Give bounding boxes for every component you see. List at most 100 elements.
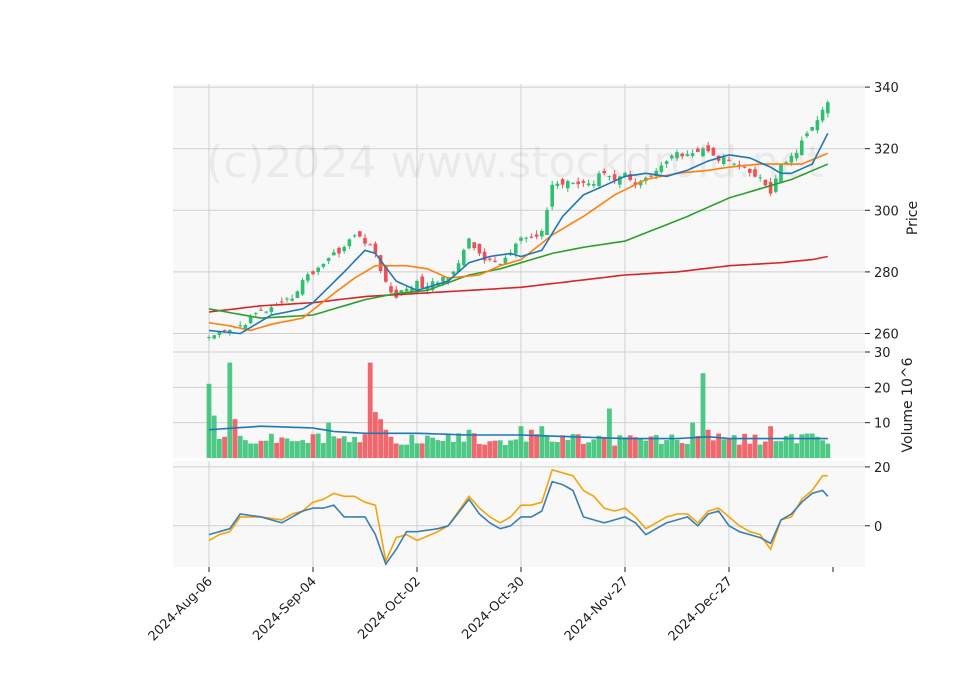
candle-body xyxy=(566,181,570,189)
candle-body xyxy=(337,247,341,254)
volume-y-axis-label: Volume 10^6 xyxy=(900,357,916,452)
volume-bar xyxy=(549,441,555,458)
candle-body xyxy=(649,175,653,177)
candle-body xyxy=(269,307,274,313)
volume-bar xyxy=(305,442,311,458)
candle-body xyxy=(404,288,409,292)
volume-bar xyxy=(206,383,212,458)
volume-y-tick-label: 30 xyxy=(874,346,891,361)
candle-body xyxy=(597,173,601,187)
candle-body xyxy=(378,255,383,272)
oscillator-panel-background xyxy=(173,461,865,567)
candle-body xyxy=(347,239,352,247)
candle-body xyxy=(295,291,300,298)
candle-body xyxy=(519,237,523,241)
volume-bar xyxy=(539,426,545,458)
volume-bar xyxy=(237,435,243,458)
price-y-tick-label: 300 xyxy=(874,204,899,219)
volume-bar xyxy=(742,433,747,458)
candle-body xyxy=(826,102,830,114)
candle-body xyxy=(420,276,424,288)
candle-body xyxy=(472,242,476,249)
volume-bar xyxy=(331,436,337,458)
candle-body xyxy=(415,280,419,293)
volume-bar xyxy=(804,433,810,458)
volume-bar xyxy=(773,441,779,458)
candle-body xyxy=(207,337,211,339)
candle-body xyxy=(550,184,554,207)
volume-bar xyxy=(399,444,404,458)
candle-body xyxy=(493,260,497,262)
volume-bar xyxy=(274,442,279,458)
volume-bar xyxy=(310,434,316,458)
candle-body xyxy=(425,286,430,291)
candle-body xyxy=(685,154,690,156)
candle-body xyxy=(664,161,669,164)
volume-bar xyxy=(679,443,685,458)
volume-y-axis: 10 20 30 xyxy=(865,346,891,432)
candle-body xyxy=(300,280,305,295)
oscillator-line-a xyxy=(208,468,828,564)
candle-body xyxy=(612,174,617,181)
volume-bar xyxy=(414,443,420,458)
candle-body xyxy=(654,170,658,177)
candle-body xyxy=(363,237,367,244)
price-panel: (c)2024 www.stockdroid.net 260 280 300 320 3… xyxy=(173,81,921,352)
candle-body xyxy=(524,237,528,239)
candle-body xyxy=(540,230,544,237)
volume-bar xyxy=(341,436,347,458)
volume-bar xyxy=(409,434,415,458)
volume-moving-average xyxy=(208,425,828,440)
candle-body xyxy=(576,181,580,185)
volume-bar xyxy=(518,426,524,458)
volume-bar xyxy=(456,433,461,458)
volume-bar xyxy=(461,441,467,458)
volume-bar xyxy=(258,440,264,458)
candle-body xyxy=(217,331,222,336)
candle-body xyxy=(571,182,575,184)
price-y-axis: 260 280 300 320 340 xyxy=(865,81,899,343)
volume-bar xyxy=(669,434,675,458)
candle-body xyxy=(389,286,393,293)
candle-body xyxy=(560,179,565,185)
volume-bar xyxy=(435,440,441,458)
volume-bar xyxy=(497,440,503,458)
volume-bar xyxy=(289,441,295,458)
candle-body xyxy=(555,183,560,186)
volume-bar xyxy=(326,422,331,458)
volume-bar xyxy=(508,440,513,458)
volume-bar xyxy=(783,436,789,458)
candle-body xyxy=(498,263,502,265)
volume-bar xyxy=(565,440,571,458)
candle-body xyxy=(659,165,664,172)
volume-bar xyxy=(430,437,435,458)
candle-body xyxy=(477,243,482,254)
volume-bar xyxy=(716,433,721,458)
candle-body xyxy=(815,120,820,131)
volume-bar xyxy=(383,429,389,458)
volume-bar xyxy=(217,438,222,458)
volume-bar xyxy=(690,422,695,458)
candle-body xyxy=(586,183,591,186)
volume-bar xyxy=(425,435,430,458)
volume-bar xyxy=(596,435,602,458)
price-panel-background xyxy=(173,84,865,352)
candle-body xyxy=(638,181,643,186)
volume-bar xyxy=(492,440,498,458)
volume-bar xyxy=(503,445,508,458)
volume-bar xyxy=(674,439,680,458)
volume-bar xyxy=(575,434,581,458)
candle-body xyxy=(228,330,232,333)
candle-body xyxy=(290,298,294,301)
candle-body xyxy=(243,324,248,329)
volume-bar xyxy=(752,434,758,458)
volume-bar xyxy=(648,436,654,458)
volume-bar xyxy=(633,437,638,458)
candle-body xyxy=(581,181,586,183)
ma-slow-line xyxy=(208,163,829,319)
volume-bar xyxy=(544,435,550,458)
price-y-axis-label: Price xyxy=(905,201,921,235)
volume-bar xyxy=(653,435,659,458)
volume-bar xyxy=(638,438,643,458)
